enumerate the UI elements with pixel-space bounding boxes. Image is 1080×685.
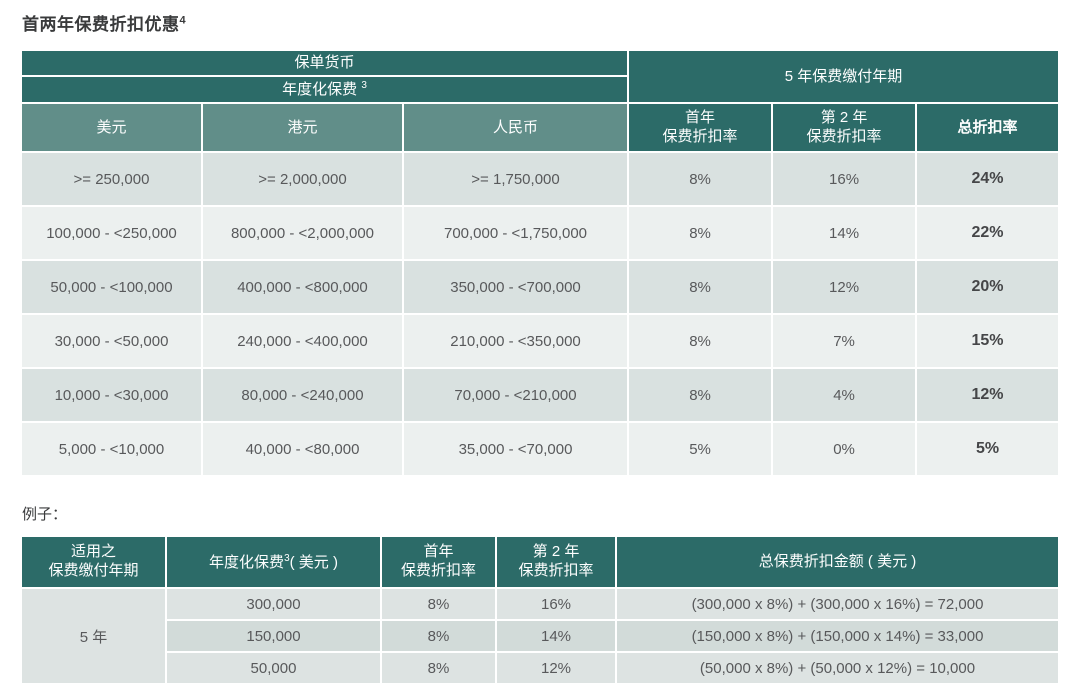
first-year-rate-value: 8% — [382, 589, 495, 619]
first-year-rate: 8% — [629, 153, 772, 205]
hkd-range: 40,000 - <80,000 — [203, 423, 402, 475]
usd-range: 5,000 - <10,000 — [22, 423, 201, 475]
header-policy-currency: 保单货币 — [22, 51, 628, 75]
first-year-rate-value: 8% — [382, 653, 495, 683]
formula-value: (50,000 x 8%) + (50,000 x 12%) = 10,000 — [617, 653, 1058, 683]
first-year-line2: 保费折扣率 — [662, 127, 738, 145]
first-year-rate-value: 8% — [382, 621, 495, 651]
header-applicable-term: 适用之 保费缴付年期 — [22, 537, 165, 587]
applicable-term-line2: 保费缴付年期 — [48, 562, 139, 579]
header-total-discount-amount: 总保费折扣金额 ( 美元 ) — [617, 537, 1058, 587]
usd-range: 100,000 - <250,000 — [22, 207, 201, 259]
second-year-line2: 保费折扣率 — [806, 127, 882, 145]
usd-range: 30,000 - <50,000 — [22, 315, 201, 367]
table-row: 50,000 8% 12% (50,000 x 8%) + (50,000 x … — [22, 653, 1058, 683]
table-row: 150,000 8% 14% (150,000 x 8%) + (150,000… — [22, 621, 1058, 651]
premium-discount-table: 保单货币 5 年保费缴付年期 年度化保费 3 美元 港元 人民币 首年 保费折扣… — [20, 49, 1060, 477]
table-row: 5,000 - <10,000 40,000 - <80,000 35,000 … — [22, 423, 1058, 475]
annualized-premium-currency: ( 美元 ) — [289, 553, 338, 571]
premium-value: 50,000 — [167, 653, 380, 683]
applicable-term-line1: 适用之 — [70, 543, 116, 561]
premium-value: 150,000 — [167, 621, 380, 651]
annualized-premium-footnote-marker: 3 — [284, 552, 290, 564]
table-row: 5 年 300,000 8% 16% (300,000 x 8%) + (300… — [22, 589, 1058, 683]
page-title: 首两年保费折扣优惠4 — [22, 10, 1062, 35]
first-year-rate: 8% — [629, 207, 772, 259]
rmb-range: 70,000 - <210,000 — [404, 369, 628, 421]
first-year-line1: 首年 — [685, 108, 716, 126]
header-usd: 美元 — [22, 104, 201, 151]
total-rate: 15% — [917, 315, 1058, 367]
first-year-line1: 首年 — [423, 543, 454, 561]
second-year-line2: 保费折扣率 — [518, 562, 594, 579]
second-year-line1: 第 2 年 — [820, 108, 868, 126]
table-row: 50,000 - <100,000 400,000 - <800,000 350… — [22, 261, 1058, 313]
rmb-range: 210,000 - <350,000 — [404, 315, 628, 367]
header-rmb: 人民币 — [404, 104, 628, 151]
second-year-rate: 14% — [773, 207, 916, 259]
table-row: >= 250,000 >= 2,000,000 >= 1,750,000 8% … — [22, 153, 1058, 205]
second-year-rate: 16% — [773, 153, 916, 205]
page-title-text: 首两年保费折扣优惠 — [22, 15, 180, 34]
header-first-year-rate: 首年 保费折扣率 — [382, 537, 495, 587]
total-rate: 24% — [917, 153, 1058, 205]
second-year-rate-value: 16% — [497, 589, 615, 619]
example-label: 例子： — [22, 506, 68, 523]
total-rate: 22% — [917, 207, 1058, 259]
rmb-range: >= 1,750,000 — [404, 153, 628, 205]
total-rate: 5% — [917, 423, 1058, 475]
example-table: 适用之 保费缴付年期 年度化保费3( 美元 ) 首年 保费折扣率 第 2 年 保… — [20, 535, 1060, 685]
hkd-range: 800,000 - <2,000,000 — [203, 207, 402, 259]
table-row: 30,000 - <50,000 240,000 - <400,000 210,… — [22, 315, 1058, 367]
table-row: 100,000 - <250,000 800,000 - <2,000,000 … — [22, 207, 1058, 259]
formula-value: (300,000 x 8%) + (300,000 x 16%) = 72,00… — [617, 589, 1058, 619]
hkd-range: 400,000 - <800,000 — [203, 261, 402, 313]
annualized-premium-footnote-marker: 3 — [361, 80, 367, 92]
header-hkd: 港元 — [203, 104, 402, 151]
formula-value: (150,000 x 8%) + (150,000 x 14%) = 33,00… — [617, 621, 1058, 651]
premium-value: 300,000 — [167, 589, 380, 619]
hkd-range: 240,000 - <400,000 — [203, 315, 402, 367]
annualized-premium-text: 年度化保费 — [282, 81, 358, 99]
second-year-rate-value: 14% — [497, 621, 615, 651]
rmb-range: 350,000 - <700,000 — [404, 261, 628, 313]
hkd-range: >= 2,000,000 — [203, 153, 402, 205]
second-year-rate: 4% — [773, 369, 916, 421]
first-year-rate: 8% — [629, 369, 772, 421]
second-year-rate: 12% — [773, 261, 916, 313]
usd-range: 50,000 - <100,000 — [22, 261, 201, 313]
header-second-year-rate: 第 2 年 保费折扣率 — [773, 104, 916, 151]
table-row: 10,000 - <30,000 80,000 - <240,000 70,00… — [22, 369, 1058, 421]
usd-range: >= 250,000 — [22, 153, 201, 205]
usd-range: 10,000 - <30,000 — [22, 369, 201, 421]
second-year-rate-value: 12% — [497, 653, 615, 683]
header-payment-term: 5 年保费缴付年期 — [629, 51, 1058, 102]
payment-term-value: 5 年 — [22, 589, 165, 683]
first-year-line2: 保费折扣率 — [400, 562, 476, 579]
header-total-rate: 总折扣率 — [917, 104, 1058, 151]
header-annualized-premium: 年度化保费 3 — [22, 77, 628, 102]
header-annualized-premium-usd: 年度化保费3( 美元 ) — [167, 537, 380, 587]
total-rate: 20% — [917, 261, 1058, 313]
second-year-rate: 7% — [773, 315, 916, 367]
header-second-year-rate: 第 2 年 保费折扣率 — [497, 537, 615, 587]
annualized-premium-text: 年度化保费 — [209, 553, 285, 571]
total-rate: 12% — [917, 369, 1058, 421]
second-year-rate: 0% — [773, 423, 916, 475]
first-year-rate: 8% — [629, 315, 772, 367]
header-first-year-rate: 首年 保费折扣率 — [629, 104, 772, 151]
first-year-rate: 5% — [629, 423, 772, 475]
title-footnote-marker: 4 — [179, 14, 187, 27]
rmb-range: 700,000 - <1,750,000 — [404, 207, 628, 259]
rmb-range: 35,000 - <70,000 — [404, 423, 628, 475]
hkd-range: 80,000 - <240,000 — [203, 369, 402, 421]
first-year-rate: 8% — [629, 261, 772, 313]
second-year-line1: 第 2 年 — [532, 543, 580, 561]
